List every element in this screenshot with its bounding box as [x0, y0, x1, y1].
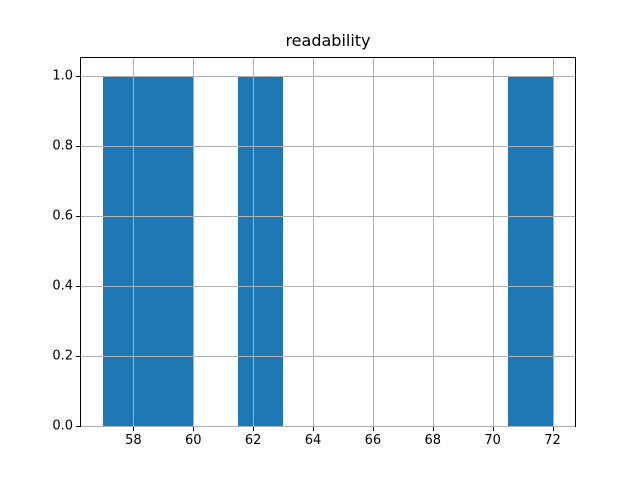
x-tick-label: 64: [304, 433, 322, 448]
x-tick-mark: [313, 427, 315, 431]
y-tick-mark: [76, 355, 80, 357]
x-tick-label: 66: [364, 433, 382, 448]
gridline-horizontal: [81, 215, 575, 217]
y-tick-label: 0.6: [52, 208, 73, 224]
histogram-bar: [507, 75, 553, 426]
chart-title: readability: [285, 31, 371, 50]
y-tick-label: 0.8: [52, 138, 73, 154]
x-tick-label: 58: [125, 433, 142, 448]
gridline-horizontal: [81, 145, 575, 147]
gridline-horizontal: [81, 426, 575, 427]
y-tick-mark: [76, 285, 80, 287]
x-tick-mark: [432, 427, 434, 431]
x-tick-mark: [253, 427, 255, 431]
histogram-bar: [103, 75, 149, 426]
x-tick-label: 60: [184, 433, 202, 448]
x-tick-label: 62: [244, 433, 262, 448]
y-tick-label: 0.2: [52, 348, 73, 364]
gridline-vertical: [253, 58, 255, 426]
y-tick-mark: [76, 75, 80, 77]
histogram-bar: [238, 75, 284, 426]
plot-area: [80, 57, 576, 427]
gridline-vertical: [432, 58, 434, 426]
gridline-vertical: [372, 58, 374, 426]
gridline-vertical: [492, 58, 494, 426]
gridline-vertical: [193, 58, 195, 426]
x-tick-mark: [372, 427, 374, 431]
x-tick-label: 68: [424, 433, 442, 448]
x-tick-mark: [492, 427, 494, 431]
y-tick-label: 0.4: [52, 278, 73, 294]
x-tick-label: 72: [544, 433, 561, 448]
gridline-vertical: [313, 58, 315, 426]
y-tick-mark: [76, 145, 80, 147]
gridline-vertical: [552, 58, 554, 426]
y-tick-label: 1.0: [52, 68, 73, 84]
histogram-bar: [148, 75, 194, 426]
x-tick-mark: [193, 427, 195, 431]
x-tick-label: 70: [484, 433, 501, 448]
gridline-horizontal: [81, 285, 575, 287]
y-tick-label: 0.0: [52, 418, 73, 434]
gridline-horizontal: [81, 75, 575, 77]
x-tick-mark: [133, 427, 135, 431]
x-tick-mark: [552, 427, 554, 431]
gridline-horizontal: [81, 355, 575, 357]
y-tick-mark: [76, 426, 80, 427]
y-tick-mark: [76, 215, 80, 217]
gridline-vertical: [133, 58, 135, 426]
